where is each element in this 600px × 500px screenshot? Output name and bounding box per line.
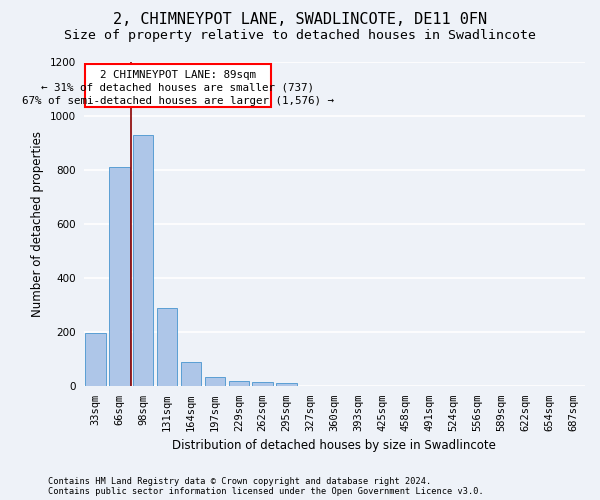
X-axis label: Distribution of detached houses by size in Swadlincote: Distribution of detached houses by size … <box>172 440 496 452</box>
Bar <box>229 380 249 386</box>
Y-axis label: Number of detached properties: Number of detached properties <box>31 131 44 317</box>
Bar <box>133 134 154 386</box>
Bar <box>85 334 106 386</box>
Bar <box>205 376 225 386</box>
Bar <box>181 362 201 386</box>
Text: 67% of semi-detached houses are larger (1,576) →: 67% of semi-detached houses are larger (… <box>22 96 334 106</box>
Text: 2, CHIMNEYPOT LANE, SWADLINCOTE, DE11 0FN: 2, CHIMNEYPOT LANE, SWADLINCOTE, DE11 0F… <box>113 12 487 28</box>
Text: Size of property relative to detached houses in Swadlincote: Size of property relative to detached ho… <box>64 29 536 42</box>
Text: 2 CHIMNEYPOT LANE: 89sqm: 2 CHIMNEYPOT LANE: 89sqm <box>100 70 256 80</box>
Bar <box>277 384 296 386</box>
Bar <box>85 64 271 108</box>
Bar <box>157 308 177 386</box>
Bar <box>253 382 273 386</box>
Bar <box>109 167 130 386</box>
Text: Contains HM Land Registry data © Crown copyright and database right 2024.: Contains HM Land Registry data © Crown c… <box>48 477 431 486</box>
Text: ← 31% of detached houses are smaller (737): ← 31% of detached houses are smaller (73… <box>41 82 314 92</box>
Text: Contains public sector information licensed under the Open Government Licence v3: Contains public sector information licen… <box>48 487 484 496</box>
